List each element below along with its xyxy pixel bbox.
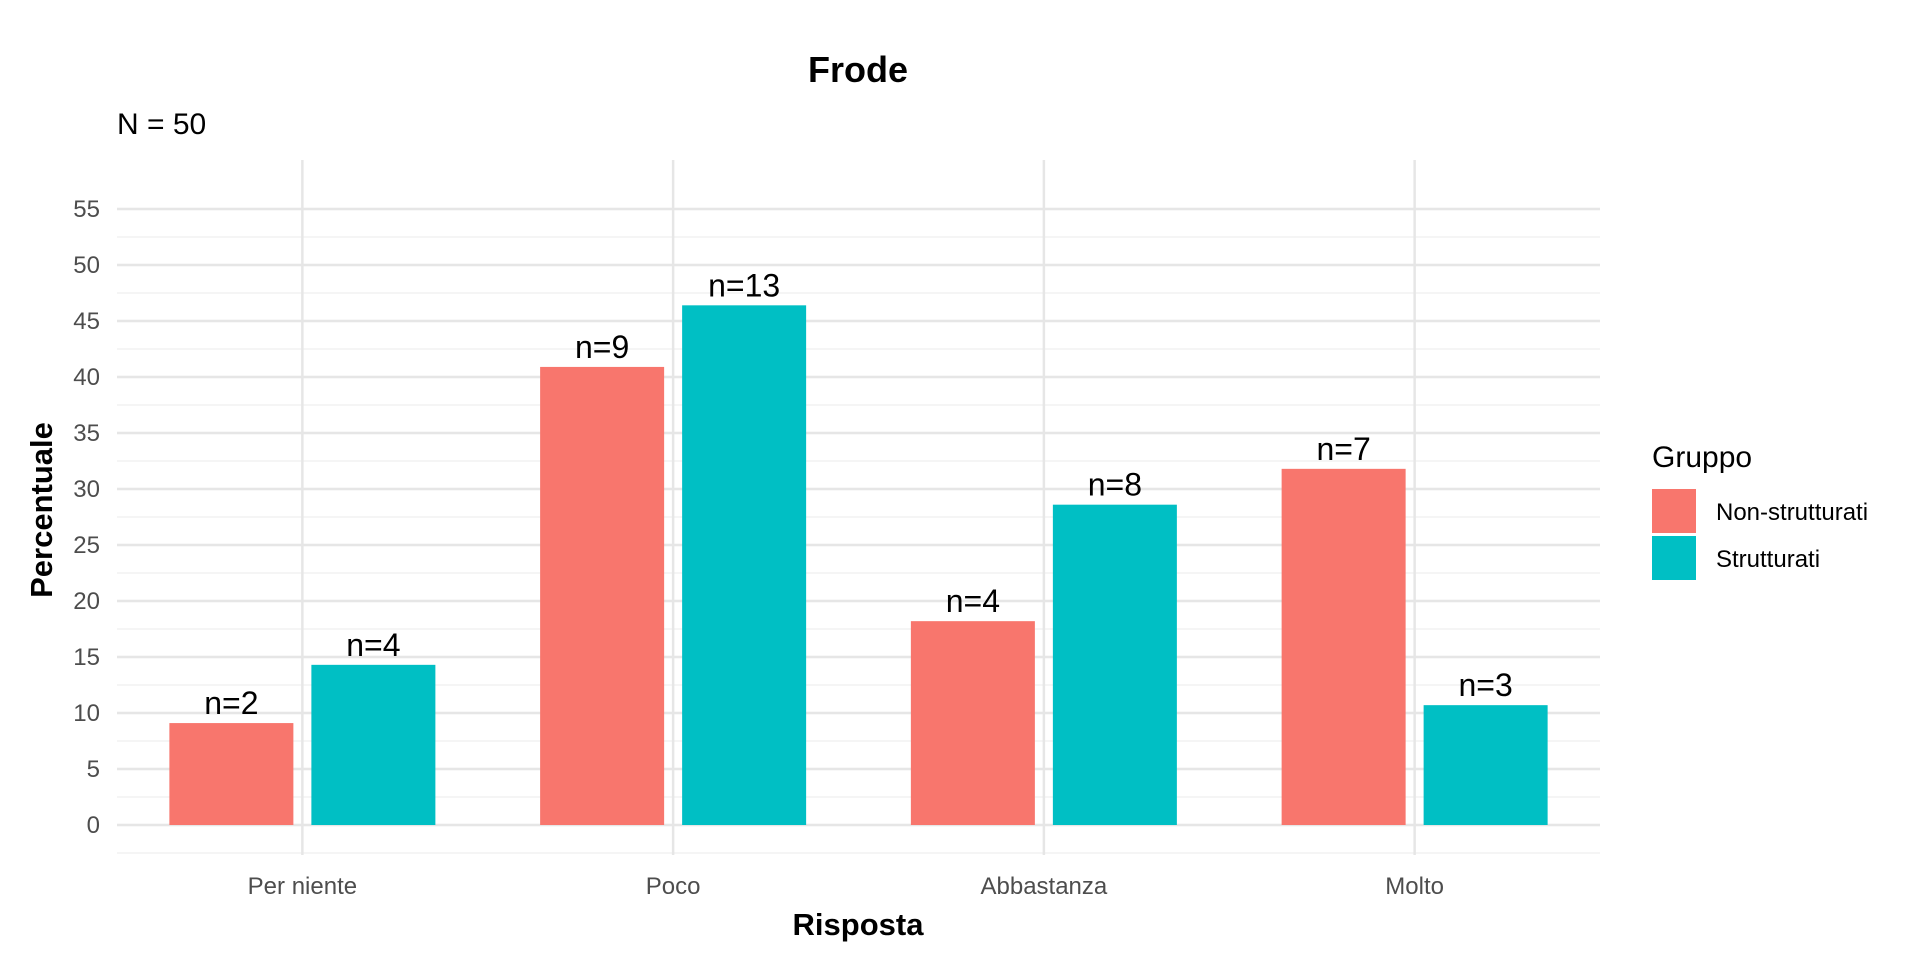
bar-data-label: n=4 xyxy=(946,583,1000,619)
bars xyxy=(169,305,1548,825)
bar-data-label: n=2 xyxy=(204,685,258,721)
y-axis-title: Percentuale xyxy=(24,422,59,598)
bar-data-label: n=7 xyxy=(1316,431,1370,467)
bar-data-label: n=4 xyxy=(346,627,400,663)
y-tick-label: 30 xyxy=(73,476,100,503)
bar-non-strutturati-abbastanza xyxy=(910,621,1035,825)
x-tick-label: Molto xyxy=(1385,873,1444,900)
y-tick-label: 15 xyxy=(73,644,100,671)
y-tick-label: 20 xyxy=(73,588,100,615)
bar-strutturati-per-niente xyxy=(311,664,436,825)
x-tick-label: Per niente xyxy=(248,873,357,900)
y-tick-label: 25 xyxy=(73,532,100,559)
bar-strutturati-poco xyxy=(682,305,807,825)
y-tick-label: 5 xyxy=(87,756,100,783)
y-tick-label: 55 xyxy=(73,196,100,223)
y-tick-label: 35 xyxy=(73,420,100,447)
axes: 0 5 10 15 20 25 30 35 40 45 50 55 Per niente Poco Abba… xyxy=(73,196,1444,900)
y-tick-label: 40 xyxy=(73,364,100,391)
bar-data-label: n=13 xyxy=(708,267,780,303)
bar-strutturati-molto xyxy=(1423,705,1548,825)
legend-label-strutturati: Strutturati xyxy=(1716,546,1820,573)
legend: Gruppo Non-strutturati Strutturati xyxy=(1652,441,1868,580)
y-tick-label: 50 xyxy=(73,252,100,279)
legend-swatch-non-strutturati xyxy=(1652,489,1696,533)
x-tick-label: Poco xyxy=(646,873,701,900)
y-tick-label: 45 xyxy=(73,308,100,335)
y-tick-label: 0 xyxy=(87,812,100,839)
y-tick-label: 10 xyxy=(73,700,100,727)
bar-non-strutturati-poco xyxy=(540,366,665,825)
bar-data-label: n=9 xyxy=(575,329,629,365)
legend-label-non-strutturati: Non-strutturati xyxy=(1716,499,1868,526)
data-labels: n=2 n=9 n=4 n=7 n=4 n=13 n=8 n=3 xyxy=(204,267,1513,721)
x-tick-label: Abbastanza xyxy=(980,873,1107,900)
chart-title: Frode xyxy=(808,49,908,90)
bar-strutturati-abbastanza xyxy=(1052,504,1177,825)
chart-subtitle: N = 50 xyxy=(117,108,206,141)
x-axis-title: Risposta xyxy=(793,907,925,942)
legend-title: Gruppo xyxy=(1652,441,1752,474)
bar-non-strutturati-per-niente xyxy=(169,723,294,825)
bar-non-strutturati-molto xyxy=(1281,468,1406,825)
bar-data-label: n=8 xyxy=(1088,467,1142,503)
bar-data-label: n=3 xyxy=(1458,667,1512,703)
legend-swatch-strutturati xyxy=(1652,536,1696,580)
